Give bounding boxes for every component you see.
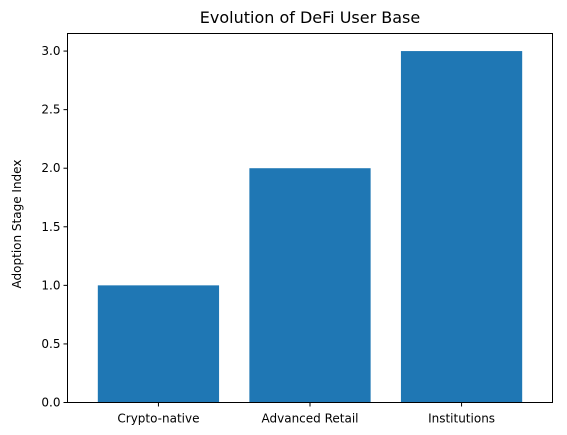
bar-advanced-retail <box>249 168 371 403</box>
plot-frame <box>67 33 553 403</box>
y-tick-label: 1.0 <box>41 278 60 292</box>
y-tick-label: 2.5 <box>41 103 60 117</box>
y-axis-label: Adoption Stage Index <box>10 160 24 289</box>
x-tick-label: Institutions <box>428 412 495 426</box>
y-tick-label: 3.0 <box>41 44 60 58</box>
bars-group <box>97 51 523 403</box>
bar-crypto-native <box>97 285 220 403</box>
x-tick-label: Advanced Retail <box>262 412 359 426</box>
x-axis-ticks: Crypto-native Advanced Retail Institutions <box>117 402 495 426</box>
y-tick-label: 1.5 <box>41 220 60 234</box>
y-tick-label: 0.0 <box>41 396 60 410</box>
bar-institutions <box>400 51 523 403</box>
chart-title: Evolution of DeFi User Base <box>200 8 420 27</box>
y-axis-ticks: 0.0 0.5 1.0 1.5 2.0 2.5 3.0 <box>41 44 68 410</box>
y-tick-label: 0.5 <box>41 337 60 351</box>
x-tick-label: Crypto-native <box>117 412 199 426</box>
y-tick-label: 2.0 <box>41 161 60 175</box>
